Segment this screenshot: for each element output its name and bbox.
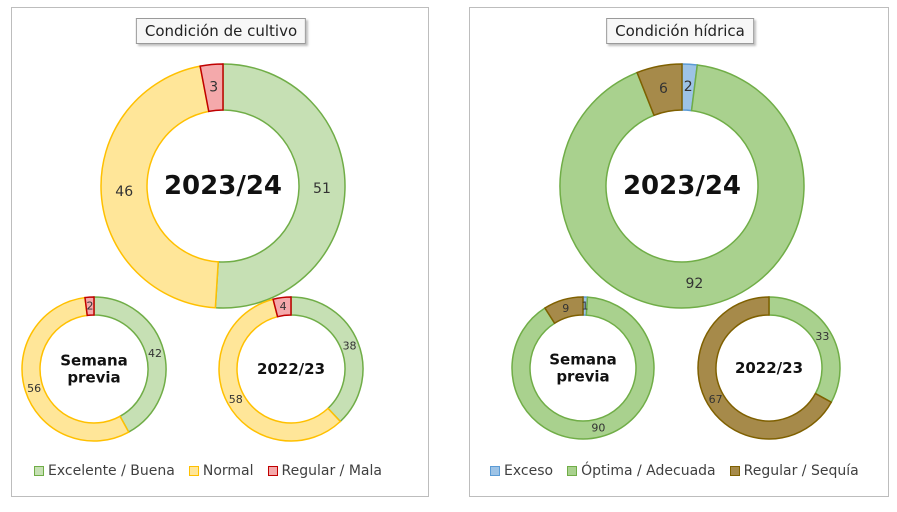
legend-label: Regular / Mala bbox=[281, 463, 382, 479]
legend-swatch bbox=[567, 466, 578, 476]
donut-segment bbox=[543, 296, 584, 325]
donut-center-label: 2023/24 bbox=[164, 171, 282, 201]
legend-swatch bbox=[490, 466, 500, 476]
donut-center-label: Semana bbox=[60, 351, 128, 369]
donut-center-label: 2023/24 bbox=[623, 171, 741, 201]
data-label: 2 bbox=[684, 79, 693, 95]
legend-swatch bbox=[34, 466, 44, 476]
donut-2023-24: 51 46 3 2023/24 bbox=[100, 63, 346, 309]
legend-item: Normal bbox=[188, 463, 254, 479]
data-label: 92 bbox=[685, 276, 703, 292]
legend-label: Normal bbox=[202, 463, 254, 479]
data-label: 4 bbox=[280, 300, 287, 313]
data-label: 1 bbox=[581, 300, 588, 313]
donut-center-label: previa bbox=[67, 369, 120, 387]
donut-segment bbox=[100, 65, 220, 309]
legend-item: Regular / Mala bbox=[267, 463, 382, 479]
legend: Exceso Óptima / Adecuada Regular / Sequí… bbox=[490, 463, 859, 479]
panel-condicion-hidrica: 2 92 6 2023/24 1 90 9 Semana previa 33 67 2022/23 C… bbox=[469, 7, 889, 497]
data-label: 2 bbox=[87, 300, 94, 313]
data-label: 33 bbox=[815, 330, 829, 343]
donut-segment bbox=[214, 63, 346, 309]
legend-swatch bbox=[188, 466, 199, 476]
data-label: 3 bbox=[209, 79, 218, 95]
legend-swatch bbox=[729, 466, 740, 476]
chart-title: Condición de cultivo bbox=[135, 18, 307, 44]
chart-title: Condición hídrica bbox=[606, 18, 754, 44]
donut-2022-23: 33 67 2022/23 bbox=[697, 296, 841, 440]
donut-center-label: Semana bbox=[549, 350, 617, 368]
donut-segment bbox=[272, 296, 292, 318]
donut-segment bbox=[511, 296, 655, 440]
legend-item: Regular / Sequía bbox=[729, 463, 859, 479]
data-label: 6 bbox=[659, 81, 668, 97]
data-label: 58 bbox=[229, 393, 243, 406]
data-label: 46 bbox=[115, 184, 133, 200]
donut-center-label: 2022/23 bbox=[735, 359, 803, 377]
donut-segment bbox=[636, 63, 683, 117]
legend-swatch bbox=[267, 466, 278, 476]
legend: Excelente / Buena Normal Regular / Mala bbox=[34, 463, 382, 479]
data-label: 42 bbox=[148, 347, 162, 360]
donut-center-label: 2022/23 bbox=[257, 360, 325, 378]
data-label: 51 bbox=[313, 181, 331, 197]
data-label: 90 bbox=[591, 422, 605, 435]
donut-2023-24: 2 92 6 2023/24 bbox=[559, 63, 805, 309]
legend-item: Excelente / Buena bbox=[34, 463, 175, 479]
data-label: 38 bbox=[343, 339, 357, 352]
data-label: 56 bbox=[27, 382, 41, 395]
donut-segment bbox=[697, 296, 833, 440]
legend-label: Óptima / Adecuada bbox=[581, 463, 716, 479]
donut-segment bbox=[218, 298, 342, 442]
donut-segment bbox=[199, 63, 224, 113]
donut-2022-23: 38 58 4 2022/23 bbox=[218, 296, 364, 442]
legend-item: Óptima / Adecuada bbox=[567, 463, 716, 479]
donut-segment bbox=[559, 64, 805, 309]
data-label: 67 bbox=[709, 393, 723, 406]
donut-segment bbox=[84, 296, 95, 317]
donut-segment bbox=[768, 296, 841, 404]
data-label: 9 bbox=[562, 302, 569, 315]
legend-item: Exceso bbox=[490, 463, 553, 479]
panel-condicion-cultivo: 51 46 3 2023/24 42 56 2 Semana previa 38 58 4 2022/2… bbox=[11, 7, 429, 497]
legend-label: Excelente / Buena bbox=[48, 463, 175, 479]
legend-label: Exceso bbox=[504, 463, 554, 479]
donut-center-label: previa bbox=[556, 368, 609, 386]
legend-label: Regular / Sequía bbox=[743, 463, 859, 479]
